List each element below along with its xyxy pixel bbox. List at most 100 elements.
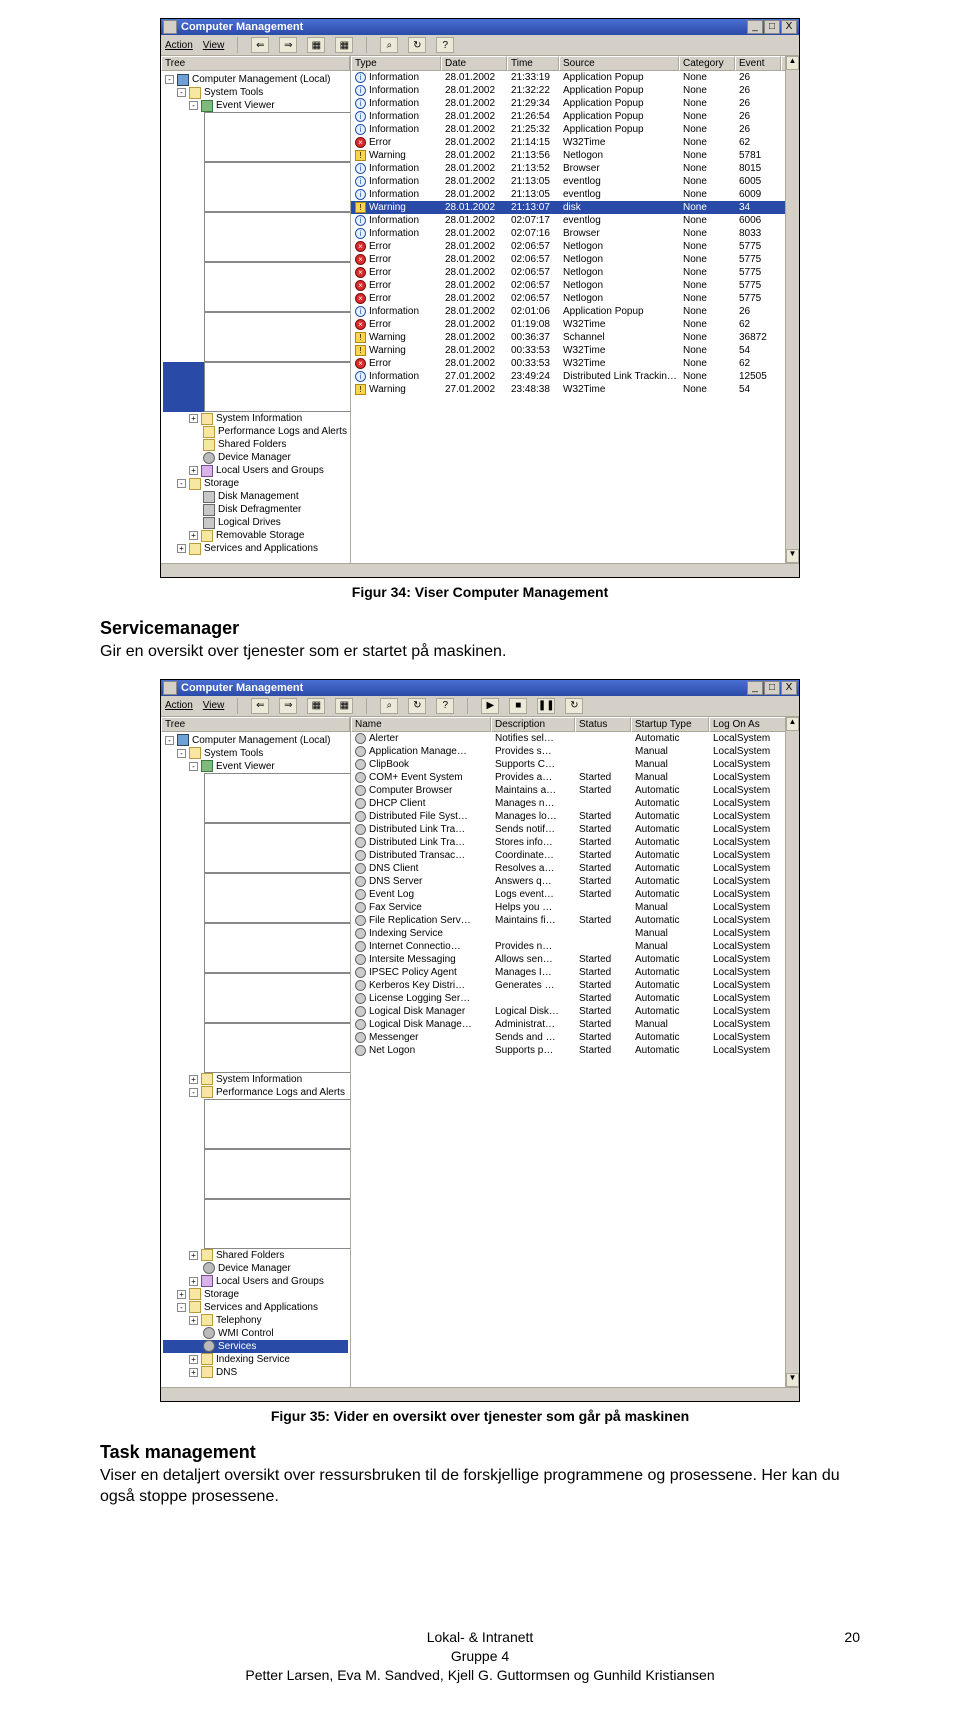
tree-item[interactable]: Application — [163, 112, 348, 162]
table-row[interactable]: ×Error28.01.200202:06:57NetlogonNone5775… — [351, 279, 799, 292]
tree-item[interactable]: Directory Service — [163, 162, 348, 212]
tree-item[interactable]: Trace Logs — [163, 1149, 348, 1199]
column-header[interactable]: Source — [559, 56, 679, 71]
help-icon[interactable]: ? — [436, 698, 454, 714]
expand-toggle[interactable]: - — [189, 1088, 198, 1097]
column-header[interactable]: Status — [575, 717, 631, 732]
table-row[interactable]: ×Error28.01.200202:06:57NetlogonNone5775… — [351, 240, 799, 253]
table-row[interactable]: Indexing ServiceManualLocalSystem — [351, 927, 799, 940]
column-header[interactable]: Date — [441, 56, 507, 71]
properties-icon[interactable]: ⌕ — [380, 698, 398, 714]
column-header[interactable]: Startup Type — [631, 717, 709, 732]
table-row[interactable]: iInformation28.01.200202:01:06Applicatio… — [351, 305, 799, 318]
expand-toggle[interactable]: - — [189, 101, 198, 110]
table-row[interactable]: !Warning28.01.200221:13:56NetlogonNone57… — [351, 149, 799, 162]
refresh-icon[interactable]: ↻ — [408, 37, 426, 53]
table-row[interactable]: Logical Disk Manage…Administrat…StartedM… — [351, 1018, 799, 1031]
tree-item[interactable]: +DNS — [163, 1366, 348, 1379]
table-row[interactable]: Intersite MessagingAllows sen…StartedAut… — [351, 953, 799, 966]
expand-toggle[interactable]: - — [189, 762, 198, 771]
tree-item[interactable]: +Removable Storage — [163, 529, 348, 542]
expand-toggle[interactable]: + — [189, 466, 198, 475]
vertical-scrollbar[interactable]: ▲ ▼ — [785, 717, 799, 1387]
tree-item[interactable]: -Event Viewer — [163, 760, 348, 773]
tree-item[interactable]: -Event Viewer — [163, 99, 348, 112]
column-header[interactable]: Time — [507, 56, 559, 71]
back-icon[interactable]: ⇐ — [251, 37, 269, 53]
pause-icon[interactable]: ❚❚ — [537, 698, 555, 714]
services-list[interactable]: AlerterNotifies sel…AutomaticLocalSystem… — [351, 732, 799, 1057]
tree-item[interactable]: +Indexing Service — [163, 1353, 348, 1366]
tree-item[interactable]: Device Manager — [163, 451, 348, 464]
tree-item[interactable]: Services — [163, 1340, 348, 1353]
toolbar-button[interactable]: ▦ — [335, 37, 353, 53]
tree-item[interactable]: -Services and Applications — [163, 1301, 348, 1314]
table-row[interactable]: ×Error28.01.200202:06:57NetlogonNone5775… — [351, 266, 799, 279]
scroll-down-button[interactable]: ▼ — [786, 549, 799, 563]
toolbar-button[interactable]: ▦ — [307, 698, 325, 714]
table-row[interactable]: AlerterNotifies sel…AutomaticLocalSystem — [351, 732, 799, 745]
table-row[interactable]: Logical Disk ManagerLogical Disk…Started… — [351, 1005, 799, 1018]
table-row[interactable]: DNS ClientResolves a…StartedAutomaticLoc… — [351, 862, 799, 875]
column-header[interactable]: Event — [735, 56, 781, 71]
expand-toggle[interactable]: - — [165, 736, 174, 745]
table-row[interactable]: Application Manage…Provides s…ManualLoca… — [351, 745, 799, 758]
tree-item[interactable]: DNS Server — [163, 873, 348, 923]
table-row[interactable]: ×Error28.01.200200:33:53W32TimeNone62N/A — [351, 357, 799, 370]
tree-item[interactable]: -Computer Management (Local) — [163, 73, 348, 86]
properties-icon[interactable]: ⌕ — [380, 37, 398, 53]
column-header[interactable]: Name — [351, 717, 491, 732]
forward-icon[interactable]: ⇒ — [279, 698, 297, 714]
scroll-up-button[interactable]: ▲ — [786, 56, 799, 70]
table-row[interactable]: iInformation28.01.200202:07:16BrowserNon… — [351, 227, 799, 240]
tree-item[interactable]: +Local Users and Groups — [163, 1275, 348, 1288]
table-row[interactable]: iInformation28.01.200221:25:32Applicatio… — [351, 123, 799, 136]
table-row[interactable]: !Warning28.01.200221:13:07diskNone34N/A — [351, 201, 799, 214]
table-row[interactable]: Distributed Link Tra…Stores info…Started… — [351, 836, 799, 849]
expand-toggle[interactable]: + — [177, 1290, 186, 1299]
tree-item[interactable]: WMI Control — [163, 1327, 348, 1340]
scroll-down-button[interactable]: ▼ — [786, 1373, 799, 1387]
expand-toggle[interactable]: - — [177, 88, 186, 97]
table-row[interactable]: !Warning27.01.200223:48:38W32TimeNone54N… — [351, 383, 799, 396]
table-row[interactable]: Fax ServiceHelps you …ManualLocalSystem — [351, 901, 799, 914]
table-row[interactable]: ×Error28.01.200201:19:08W32TimeNone62N/A — [351, 318, 799, 331]
table-row[interactable]: MessengerSends and …StartedAutomaticLoca… — [351, 1031, 799, 1044]
tree-item[interactable]: Application — [163, 773, 348, 823]
expand-toggle[interactable]: + — [189, 1316, 198, 1325]
tree-item[interactable]: +System Information — [163, 1073, 348, 1086]
close-button[interactable]: X — [781, 681, 797, 695]
minimize-button[interactable]: _ — [747, 20, 763, 34]
tree-item[interactable]: File Replication Service — [163, 262, 348, 312]
forward-icon[interactable]: ⇒ — [279, 37, 297, 53]
table-row[interactable]: IPSEC Policy AgentManages I…StartedAutom… — [351, 966, 799, 979]
column-header[interactable]: Type — [351, 56, 441, 71]
table-row[interactable]: iInformation28.01.200202:07:17eventlogNo… — [351, 214, 799, 227]
tree-item[interactable]: Security — [163, 973, 348, 1023]
menu-action[interactable]: Action — [165, 40, 193, 51]
tree-item[interactable]: File Replication Service — [163, 923, 348, 973]
table-row[interactable]: iInformation28.01.200221:13:05eventlogNo… — [351, 175, 799, 188]
expand-toggle[interactable]: - — [165, 75, 174, 84]
tree-item[interactable]: -Storage — [163, 477, 348, 490]
table-row[interactable]: iInformation28.01.200221:29:34Applicatio… — [351, 97, 799, 110]
refresh-icon[interactable]: ↻ — [408, 698, 426, 714]
tree-item[interactable]: -System Tools — [163, 747, 348, 760]
toolbar-button[interactable]: ▦ — [335, 698, 353, 714]
table-row[interactable]: iInformation28.01.200221:13:05eventlogNo… — [351, 188, 799, 201]
tree-item[interactable]: System — [163, 1023, 348, 1073]
table-row[interactable]: Computer BrowserMaintains a…StartedAutom… — [351, 784, 799, 797]
tree-item[interactable]: -Performance Logs and Alerts — [163, 1086, 348, 1099]
table-row[interactable]: !Warning28.01.200200:36:37SchannelNone36… — [351, 331, 799, 344]
table-row[interactable]: Distributed Link Tra…Sends notif…Started… — [351, 823, 799, 836]
menu-action[interactable]: Action — [165, 700, 193, 711]
tree-item[interactable]: -System Tools — [163, 86, 348, 99]
table-row[interactable]: ×Error28.01.200221:14:15W32TimeNone62N/A — [351, 136, 799, 149]
tree-item[interactable]: System — [163, 362, 348, 412]
table-row[interactable]: Distributed File Syst…Manages lo…Started… — [351, 810, 799, 823]
tree-item[interactable]: +Shared Folders — [163, 1249, 348, 1262]
tree-item[interactable]: Alerts — [163, 1199, 348, 1249]
tree-item[interactable]: Logical Drives — [163, 516, 348, 529]
maximize-button[interactable]: □ — [764, 20, 780, 34]
expand-toggle[interactable]: - — [177, 749, 186, 758]
